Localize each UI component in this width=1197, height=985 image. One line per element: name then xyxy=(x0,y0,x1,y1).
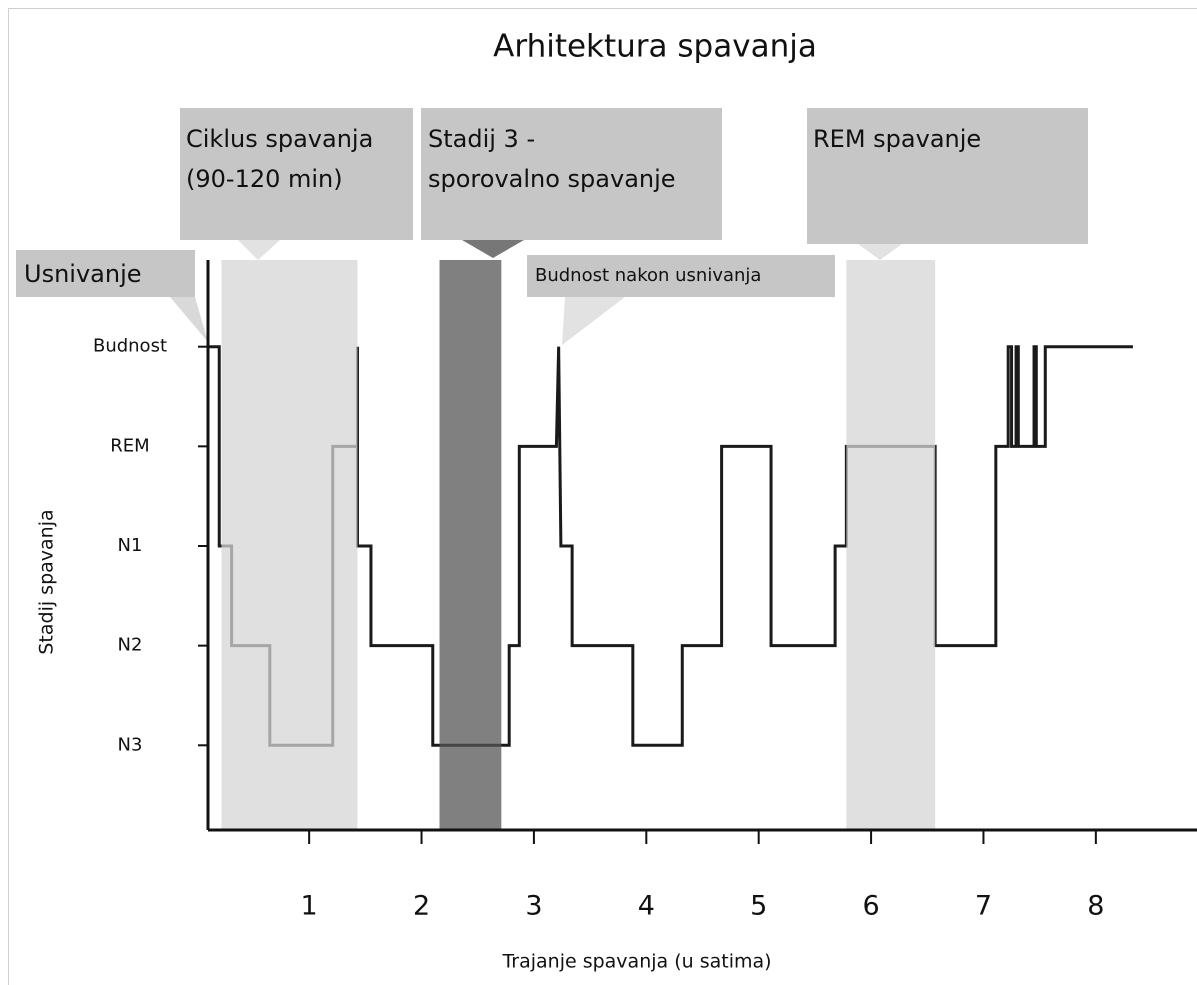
chart-title: Arhitektura spavanja xyxy=(493,29,817,65)
annotation-text: Budnost nakon usnivanja xyxy=(535,265,761,286)
callout-pointer xyxy=(170,297,208,342)
x-tick-label: 3 xyxy=(525,891,542,922)
highlight-band xyxy=(221,260,358,830)
callout-box xyxy=(180,108,413,240)
x-tick-label: 6 xyxy=(862,891,879,922)
callout-pointer xyxy=(858,244,902,260)
annotation-text: Ciklus spavanja xyxy=(186,125,373,153)
y-tick-label: N2 xyxy=(118,635,143,656)
callout-pointer xyxy=(462,240,524,258)
x-tick-label: 8 xyxy=(1087,891,1104,922)
annotation-text: Usnivanje xyxy=(24,260,142,288)
y-tick-label: N1 xyxy=(118,535,143,556)
hypnogram-line xyxy=(208,345,1133,747)
annotation-text: (90-120 min) xyxy=(186,165,343,193)
callout-box xyxy=(527,255,835,297)
y-tick-label: Budnost xyxy=(93,336,167,357)
x-axis-label: Trajanje spavanja (u satima) xyxy=(501,951,771,973)
callout-box xyxy=(421,108,722,240)
callout-box xyxy=(807,108,1088,244)
callout-pointer xyxy=(238,240,280,260)
x-tick-label: 4 xyxy=(638,891,655,922)
callout-box xyxy=(16,250,195,297)
y-axis-label: Stadij spavanja xyxy=(36,509,58,654)
highlight-band xyxy=(846,260,936,830)
x-tick-label: 2 xyxy=(413,891,430,922)
x-tick-label: 1 xyxy=(301,891,318,922)
annotation-text: sporovalno spavanje xyxy=(428,165,676,193)
y-tick-label: N3 xyxy=(118,734,143,755)
annotation-text: REM spavanje xyxy=(813,125,981,153)
x-tick-label: 7 xyxy=(975,891,992,922)
highlight-band xyxy=(439,260,502,830)
frame xyxy=(8,8,1197,985)
callout-pointer xyxy=(562,297,625,345)
y-tick-label: REM xyxy=(110,435,149,456)
annotation-text: Stadij 3 - xyxy=(428,125,535,153)
x-tick-label: 5 xyxy=(750,891,767,922)
